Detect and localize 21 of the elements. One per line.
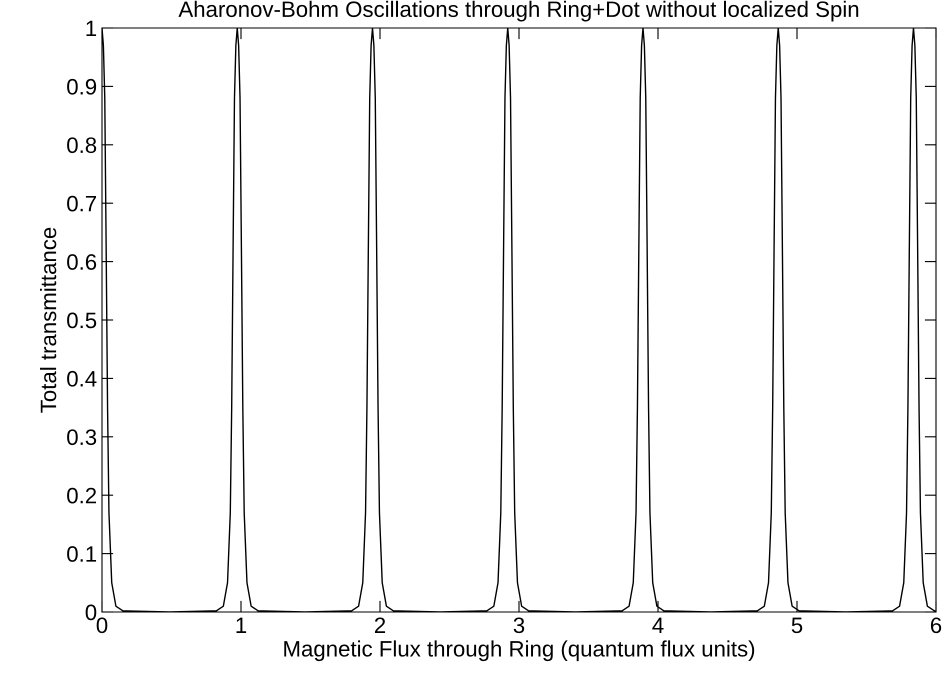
x-tick-label: 6 bbox=[930, 617, 942, 634]
x-tick-label: 0 bbox=[96, 617, 108, 634]
y-tick-label: 0.4 bbox=[67, 370, 96, 387]
x-tick-label: 4 bbox=[652, 618, 664, 633]
y-tick-label: 0.5 bbox=[67, 312, 96, 328]
x-axis-title: Magnetic Flux through Ring (quantum flux units) bbox=[284, 640, 754, 662]
y-tick-label: 0.8 bbox=[67, 137, 96, 154]
y-tick-label: 0 bbox=[86, 604, 96, 620]
x-tick-label: 3 bbox=[514, 617, 524, 634]
x-tick-label: 2 bbox=[374, 617, 386, 633]
y-tick-label: 0.7 bbox=[67, 196, 96, 212]
y-tick-label: 1 bbox=[86, 20, 96, 36]
y-axis-title: Total transmittance bbox=[40, 228, 56, 413]
y-tick-label: 0.2 bbox=[67, 488, 96, 504]
y-tick-label: 0.6 bbox=[67, 254, 96, 270]
chart-title: Aharonov-Bohm Oscillations through Ring+Dot without localized Spin bbox=[178, 0, 858, 22]
x-tick-label: 1 bbox=[236, 618, 246, 633]
y-tick-label: 0.1 bbox=[67, 546, 96, 562]
x-tick-label: 5 bbox=[792, 618, 802, 634]
y-tick-label: 0.3 bbox=[67, 429, 96, 446]
y-tick-label: 0.9 bbox=[67, 78, 96, 95]
